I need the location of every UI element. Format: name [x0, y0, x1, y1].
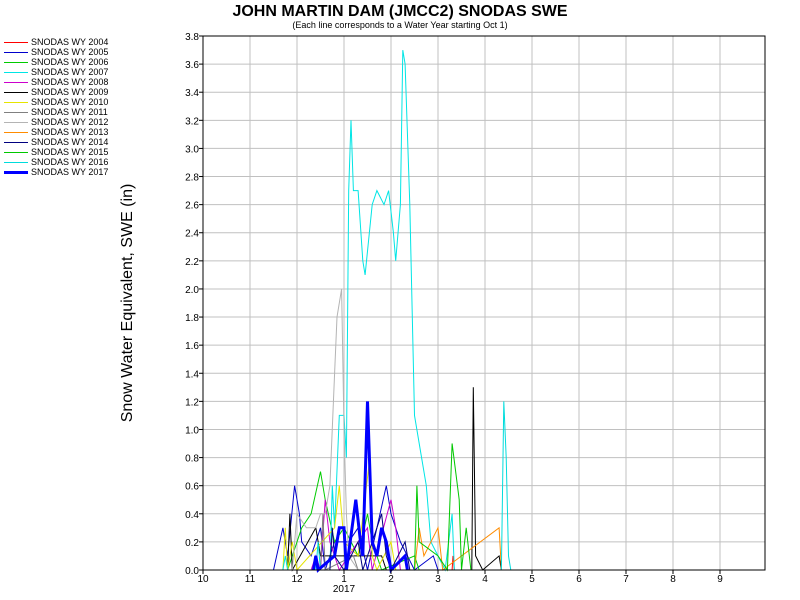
legend-swatch: [4, 101, 28, 103]
x-tick-label: 12: [291, 574, 303, 585]
series-line-snodas-wy-2012: [291, 288, 359, 571]
chart-subtitle: (Each line corresponds to a Water Year s…: [292, 20, 508, 30]
series-line-snodas-wy-2013: [414, 526, 502, 571]
legend-item: SNODAS WY 2007: [4, 67, 108, 77]
legend-swatch: [4, 81, 28, 83]
y-tick-label: 1.2: [185, 397, 199, 408]
legend-item: SNODAS WY 2008: [4, 77, 108, 87]
chart-grid: [202, 35, 765, 571]
legend-label: SNODAS WY 2012: [31, 117, 109, 127]
legend-item: SNODAS WY 2017: [4, 167, 108, 177]
series-line-snodas-wy-2015: [414, 443, 472, 572]
legend-label: SNODAS WY 2013: [31, 127, 109, 137]
x-tick-label: 9: [717, 574, 723, 585]
legend-item: SNODAS WY 2006: [4, 57, 108, 67]
chart-legend: SNODAS WY 2004 SNODAS WY 2005 SNODAS WY 20…: [4, 37, 108, 177]
y-tick-label: 3.0: [185, 144, 199, 155]
legend-item: SNODAS WY 2013: [4, 127, 108, 137]
x-tick-label: 6: [576, 574, 582, 585]
x-tick-label: 5: [529, 574, 535, 585]
legend-label: SNODAS WY 2015: [31, 147, 109, 157]
legend-label: SNODAS WY 2016: [31, 157, 109, 167]
x-tick-label: 11: [245, 574, 256, 585]
y-tick-label: 0.4: [185, 510, 199, 521]
chart-title: JOHN MARTIN DAM (JMCC2) SNODAS SWE: [232, 3, 568, 20]
x-tick-label: 3: [435, 574, 441, 585]
series-line-snodas-wy-2005: [273, 485, 439, 571]
x-axis-ticks: 10 11 12 1 2 3 4 5 6 7 8 9: [197, 570, 723, 585]
legend-swatch: [4, 170, 28, 174]
legend-swatch: [4, 141, 28, 143]
chart-series-lines: [273, 50, 512, 574]
plot-frame: [202, 35, 766, 571]
x-tick-label: 7: [623, 574, 629, 585]
y-tick-label: 2.2: [185, 257, 199, 268]
series-line-snodas-wy-2007: [329, 50, 455, 572]
legend-swatch: [4, 111, 28, 113]
legend-swatch: [4, 71, 28, 73]
y-tick-label: 0.0: [185, 566, 199, 577]
legend-swatch: [4, 151, 28, 153]
y-axis-ticks: 0.0 0.2 0.4 0.6 0.8 1.0 1.2 1.4 1.6 1.8 2.0 2.2 2.4 2…: [185, 32, 203, 577]
y-tick-label: 2.4: [185, 229, 199, 240]
series-line-snodas-wy-2009: [287, 387, 502, 572]
y-tick-label: 3.2: [185, 116, 199, 127]
legend-item: SNODAS WY 2005: [4, 47, 108, 57]
y-tick-label: 0.2: [185, 538, 199, 549]
x-axis-year-label: 2017: [333, 584, 356, 595]
y-tick-label: 3.4: [185, 88, 199, 99]
y-tick-label: 1.8: [185, 313, 199, 324]
legend-item: SNODAS WY 2009: [4, 87, 108, 97]
legend-label: SNODAS WY 2009: [31, 87, 109, 97]
legend-swatch: [4, 131, 28, 133]
y-tick-label: 2.0: [185, 285, 199, 296]
series-line-snodas-wy-2010: [282, 457, 397, 572]
x-tick-label: 2: [388, 574, 394, 585]
y-tick-label: 0.6: [185, 482, 199, 493]
legend-item: SNODAS WY 2014: [4, 137, 108, 147]
legend-swatch: [4, 51, 28, 53]
y-tick-label: 2.6: [185, 201, 199, 212]
legend-swatch: [4, 121, 28, 123]
legend-item: SNODAS WY 2010: [4, 97, 108, 107]
legend-item: SNODAS WY 2015: [4, 147, 108, 157]
legend-label: SNODAS WY 2005: [31, 47, 109, 57]
x-tick-label: 4: [482, 574, 488, 585]
y-tick-label: 0.8: [185, 454, 199, 465]
legend-item: SNODAS WY 2016: [4, 157, 108, 167]
y-tick-label: 2.8: [185, 173, 199, 184]
legend-label: SNODAS WY 2017: [31, 167, 109, 177]
x-tick-label: 8: [670, 574, 676, 585]
legend-swatch: [4, 91, 28, 93]
x-tick-label: 1: [341, 574, 347, 585]
legend-label: SNODAS WY 2006: [31, 57, 109, 67]
legend-swatch: [4, 161, 28, 163]
y-tick-label: 1.6: [185, 341, 199, 352]
y-tick-label: 3.8: [185, 32, 199, 43]
legend-label: SNODAS WY 2007: [31, 67, 109, 77]
y-tick-label: 1.0: [185, 425, 199, 436]
legend-label: SNODAS WY 2010: [31, 97, 109, 107]
legend-label: SNODAS WY 2004: [31, 37, 109, 47]
legend-item: SNODAS WY 2012: [4, 117, 108, 127]
y-tick-label: 1.4: [185, 369, 199, 380]
legend-item: SNODAS WY 2004: [4, 37, 108, 47]
x-tick-label: 10: [197, 574, 209, 585]
y-tick-label: 3.6: [185, 60, 199, 71]
legend-item: SNODAS WY 2011: [4, 107, 108, 117]
legend-label: SNODAS WY 2008: [31, 77, 109, 87]
legend-swatch: [4, 61, 28, 63]
legend-label: SNODAS WY 2014: [31, 137, 109, 147]
legend-label: SNODAS WY 2011: [31, 107, 108, 117]
legend-swatch: [4, 41, 28, 43]
series-line-snodas-wy-2017: [311, 401, 409, 574]
